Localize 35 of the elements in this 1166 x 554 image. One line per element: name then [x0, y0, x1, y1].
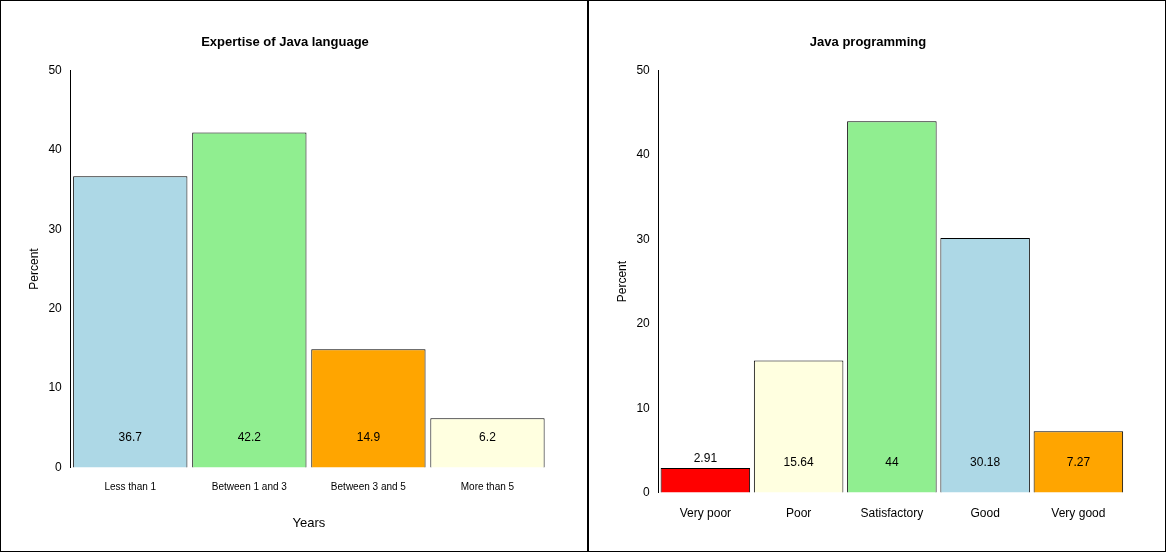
- chart-title: Expertise of Java language: [201, 34, 369, 50]
- x-tick-label: Very poor: [679, 506, 732, 521]
- y-tick-label: 0: [55, 459, 63, 474]
- y-tick-label: 50: [48, 62, 63, 77]
- y-tick-label: 30: [636, 231, 651, 246]
- data-label: 42.2: [237, 429, 262, 444]
- y-tick-label: 10: [48, 380, 63, 395]
- x-tick-label: Between 1 and 3: [211, 481, 288, 493]
- y-axis-title: Percent: [614, 260, 629, 303]
- x-tick-label: Good: [970, 506, 1000, 521]
- x-tick-label: More than 5: [460, 481, 515, 493]
- x-axis-title: Years: [292, 514, 326, 530]
- data-label: 44: [885, 454, 899, 469]
- data-label: 14.9: [356, 429, 381, 444]
- y-tick-label: 20: [48, 300, 63, 315]
- y-tick-label: 40: [48, 142, 63, 157]
- chart-title: Java programming: [809, 34, 927, 50]
- data-label: 7.27: [1066, 454, 1091, 469]
- y-tick-label: 50: [636, 62, 651, 77]
- y-tick-label: 30: [48, 221, 63, 236]
- y-tick-label: 10: [636, 400, 651, 415]
- y-tick-label: 0: [643, 484, 651, 499]
- data-label: 30.18: [970, 454, 1001, 469]
- y-tick-label: 20: [636, 316, 651, 331]
- y-axis-title: Percent: [26, 247, 41, 290]
- x-tick-label: Between 3 and 5: [330, 481, 407, 493]
- data-label: 36.7: [118, 429, 143, 444]
- x-tick-label: Poor: [785, 506, 812, 521]
- x-tick-label: Satisfactory: [860, 506, 924, 521]
- x-tick-label: Less than 1: [104, 481, 157, 493]
- data-label: 2.91: [693, 451, 718, 466]
- x-tick-label: Very good: [1051, 506, 1106, 521]
- data-label: 6.2: [479, 429, 497, 444]
- data-label: 15.64: [783, 454, 814, 469]
- y-tick-label: 40: [636, 147, 651, 162]
